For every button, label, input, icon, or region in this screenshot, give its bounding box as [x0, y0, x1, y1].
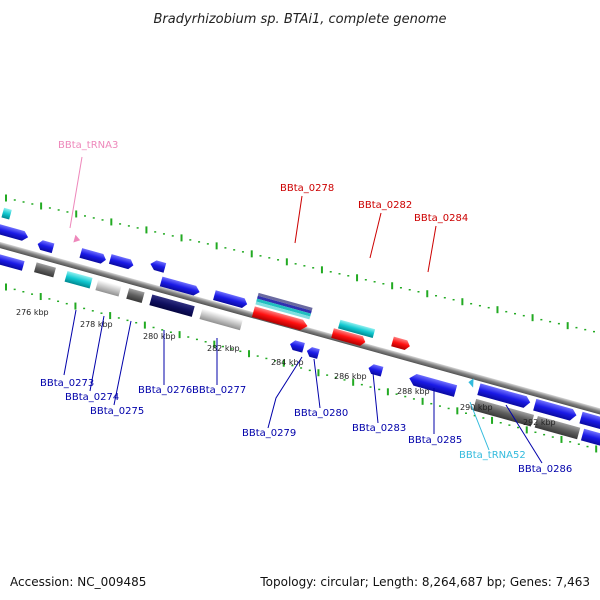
tick-label: 284 kbp — [271, 358, 304, 367]
lower-tick-row — [5, 283, 598, 453]
leader-0283 — [372, 372, 379, 424]
label-leaders — [63, 156, 543, 464]
feature-arrow[interactable] — [289, 339, 305, 353]
feature-arrow[interactable] — [159, 276, 201, 297]
label-0276[interactable]: BBta_0276 — [138, 385, 192, 396]
feature-cyan[interactable] — [1, 207, 12, 220]
leader-trna3 — [69, 156, 83, 229]
accession-text: Accession: NC_009485 — [10, 575, 146, 589]
feature-arrow[interactable] — [0, 217, 29, 242]
upper-tick-row — [5, 194, 596, 333]
map-title: Bradyrhizobium sp. BTAi1, complete genom… — [153, 12, 446, 27]
leader-0274 — [89, 315, 105, 392]
feature-grey[interactable] — [126, 288, 145, 303]
feature-grey[interactable] — [472, 398, 535, 427]
feature-arrow[interactable] — [36, 239, 55, 254]
feature-0278-stack[interactable] — [257, 295, 312, 314]
label-0282[interactable]: BBta_0282 — [358, 200, 412, 211]
tick-label: 282 kbp — [207, 344, 240, 353]
feature-arrow[interactable] — [367, 363, 384, 377]
label-0277[interactable]: BBta_0277 — [192, 385, 246, 396]
feature-0278-stack[interactable] — [255, 301, 311, 320]
gene-labels: BBta_tRNA3 BBta_0278 BBta_0282 BBta_0284… — [40, 140, 572, 475]
feature-arrow[interactable] — [579, 411, 600, 436]
feature-band — [0, 207, 600, 451]
feature-arrow[interactable] — [213, 290, 248, 309]
label-0280[interactable]: BBta_0280 — [294, 408, 348, 419]
feature-arrow[interactable] — [408, 372, 458, 397]
leader-0273 — [63, 309, 77, 376]
tick-label: 286 kbp — [334, 372, 367, 381]
leader-0286 — [505, 404, 543, 464]
feature-0282-cyan[interactable] — [338, 319, 376, 338]
trna3-marker[interactable] — [73, 234, 81, 244]
label-0285[interactable]: BBta_0285 — [408, 435, 462, 446]
feature-arrow[interactable] — [149, 259, 167, 273]
label-0286[interactable]: BBta_0286 — [518, 464, 572, 475]
feature-grey[interactable] — [95, 279, 122, 297]
leader-0282 — [369, 212, 382, 259]
feature-arrow[interactable] — [108, 254, 135, 270]
label-0278[interactable]: BBta_0278 — [280, 183, 334, 194]
label-0284[interactable]: BBta_0284 — [414, 213, 468, 224]
feature-0282-rna[interactable] — [331, 328, 366, 347]
feature-cyan[interactable] — [64, 270, 93, 289]
tick-label: 276 kbp — [16, 308, 49, 317]
label-0274[interactable]: BBta_0274 — [65, 392, 119, 403]
label-trna52[interactable]: BBta_tRNA52 — [459, 450, 526, 461]
feature-arrow[interactable] — [0, 245, 25, 271]
label-0279[interactable]: BBta_0279 — [242, 428, 296, 439]
feature-0278-stack[interactable] — [257, 292, 313, 311]
feature-grey[interactable] — [534, 415, 581, 440]
feature-0278-rna[interactable] — [251, 306, 309, 332]
kbp-scale: 276 kbp 278 kbp 280 kbp 282 kbp 284 kbp … — [16, 308, 556, 427]
feature-grey[interactable] — [199, 308, 243, 331]
label-trna3[interactable]: BBta_tRNA3 — [58, 140, 118, 151]
tick-label: 288 kbp — [397, 387, 430, 396]
leader-0280 — [313, 358, 321, 409]
topology-text: Topology: circular; Length: 8,264,687 bp… — [259, 575, 590, 589]
tick-label: 290 kbp — [460, 403, 493, 412]
label-0275[interactable]: BBta_0275 — [90, 406, 144, 417]
feature-0284-rna[interactable] — [391, 336, 411, 351]
leader-0278 — [294, 195, 303, 244]
feature-grey[interactable] — [34, 262, 56, 278]
leader-0279 — [267, 356, 303, 429]
feature-arrow[interactable] — [306, 346, 320, 359]
trna52-marker[interactable] — [467, 377, 475, 388]
label-0283[interactable]: BBta_0283 — [352, 423, 406, 434]
feature-arrow[interactable] — [79, 248, 107, 265]
leader-trna52 — [469, 401, 490, 451]
feature-arrow[interactable] — [477, 383, 531, 409]
tick-label: 278 kbp — [80, 320, 113, 329]
leader-0275 — [113, 320, 132, 406]
feature-0278-stack[interactable] — [256, 298, 311, 317]
label-0273[interactable]: BBta_0273 — [40, 378, 94, 389]
tick-label: 292 kbp — [523, 418, 556, 427]
feature-arrow[interactable] — [533, 398, 578, 422]
tick-label: 280 kbp — [143, 332, 176, 341]
feature-navy[interactable] — [149, 294, 195, 317]
leader-0284 — [427, 225, 437, 273]
feature-arrow[interactable] — [580, 428, 600, 451]
